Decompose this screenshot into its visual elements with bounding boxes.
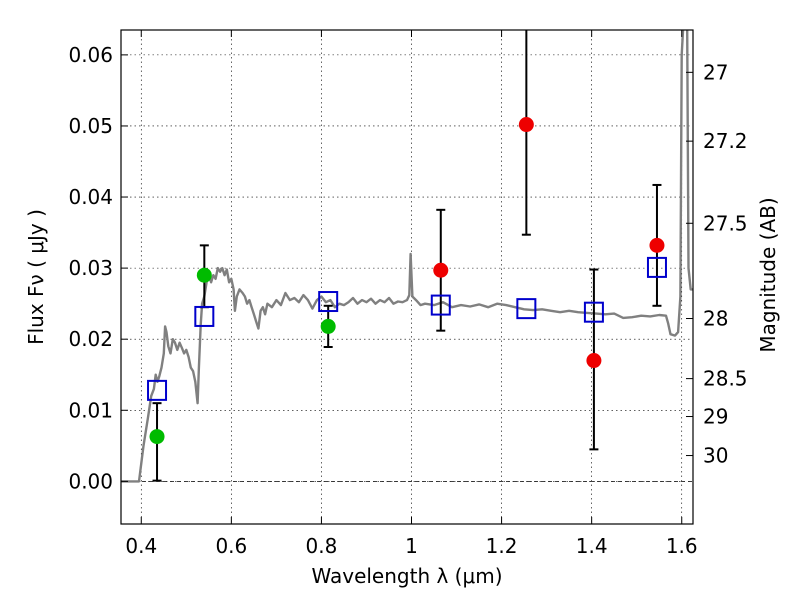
model-square-marker bbox=[516, 298, 537, 320]
model-square-marker bbox=[147, 379, 168, 401]
y-tick-label: 0.00 bbox=[68, 469, 113, 493]
green-data-point bbox=[149, 429, 165, 445]
model-square-marker bbox=[194, 305, 215, 327]
model-square-marker bbox=[646, 256, 667, 278]
y2-tick-label: 28 bbox=[703, 307, 728, 331]
y-tick-label: 0.02 bbox=[68, 327, 113, 351]
plot-frame bbox=[120, 29, 694, 525]
y2-tick-label: 30 bbox=[703, 444, 728, 468]
y2-tick-label: 27.2 bbox=[703, 129, 748, 153]
y-tick-label: 0.01 bbox=[68, 398, 113, 422]
model-spectrum-line bbox=[121, 30, 693, 483]
x-tick-label: 1 bbox=[405, 534, 418, 558]
x-tick-label: 1.4 bbox=[576, 534, 608, 558]
x-axis-title: Wavelength λ (μm) bbox=[311, 564, 502, 588]
y-tick-label: 0.06 bbox=[68, 43, 113, 67]
x-tick-label: 0.6 bbox=[215, 534, 247, 558]
y-axis-title: Flux Fν ( μJy ) bbox=[24, 209, 48, 345]
y2-tick-label: 27.5 bbox=[703, 211, 748, 235]
series-layer bbox=[121, 30, 693, 483]
red-data-point bbox=[433, 262, 449, 278]
y2-tick-label: 29 bbox=[703, 405, 728, 429]
green-data-point bbox=[320, 318, 336, 334]
x-tick-label: 1.6 bbox=[666, 534, 698, 558]
red-data-point bbox=[518, 117, 534, 133]
y-tick-label: 0.03 bbox=[68, 256, 113, 280]
axis-ticks: 0.4 0.6 0.8 1 1.2 1.4 1.6 0.00 0.01 0.02 0.03 0.04 0… bbox=[68, 30, 748, 558]
y2-tick-label: 27 bbox=[703, 60, 728, 84]
y-tick-label: 0.05 bbox=[68, 114, 113, 138]
red-data-point bbox=[586, 353, 602, 369]
y2-axis-title: Magnitude (AB) bbox=[756, 197, 780, 352]
y-tick-label: 0.04 bbox=[68, 185, 113, 209]
x-tick-label: 0.4 bbox=[125, 534, 157, 558]
y2-tick-label: 28.5 bbox=[703, 367, 748, 391]
model-square-marker bbox=[318, 291, 339, 313]
model-square-marker bbox=[583, 301, 604, 323]
x-tick-label: 1.2 bbox=[486, 534, 518, 558]
x-tick-label: 0.8 bbox=[306, 534, 338, 558]
green-data-point bbox=[196, 267, 212, 283]
red-data-point bbox=[649, 237, 665, 253]
model-square-marker bbox=[430, 294, 451, 316]
